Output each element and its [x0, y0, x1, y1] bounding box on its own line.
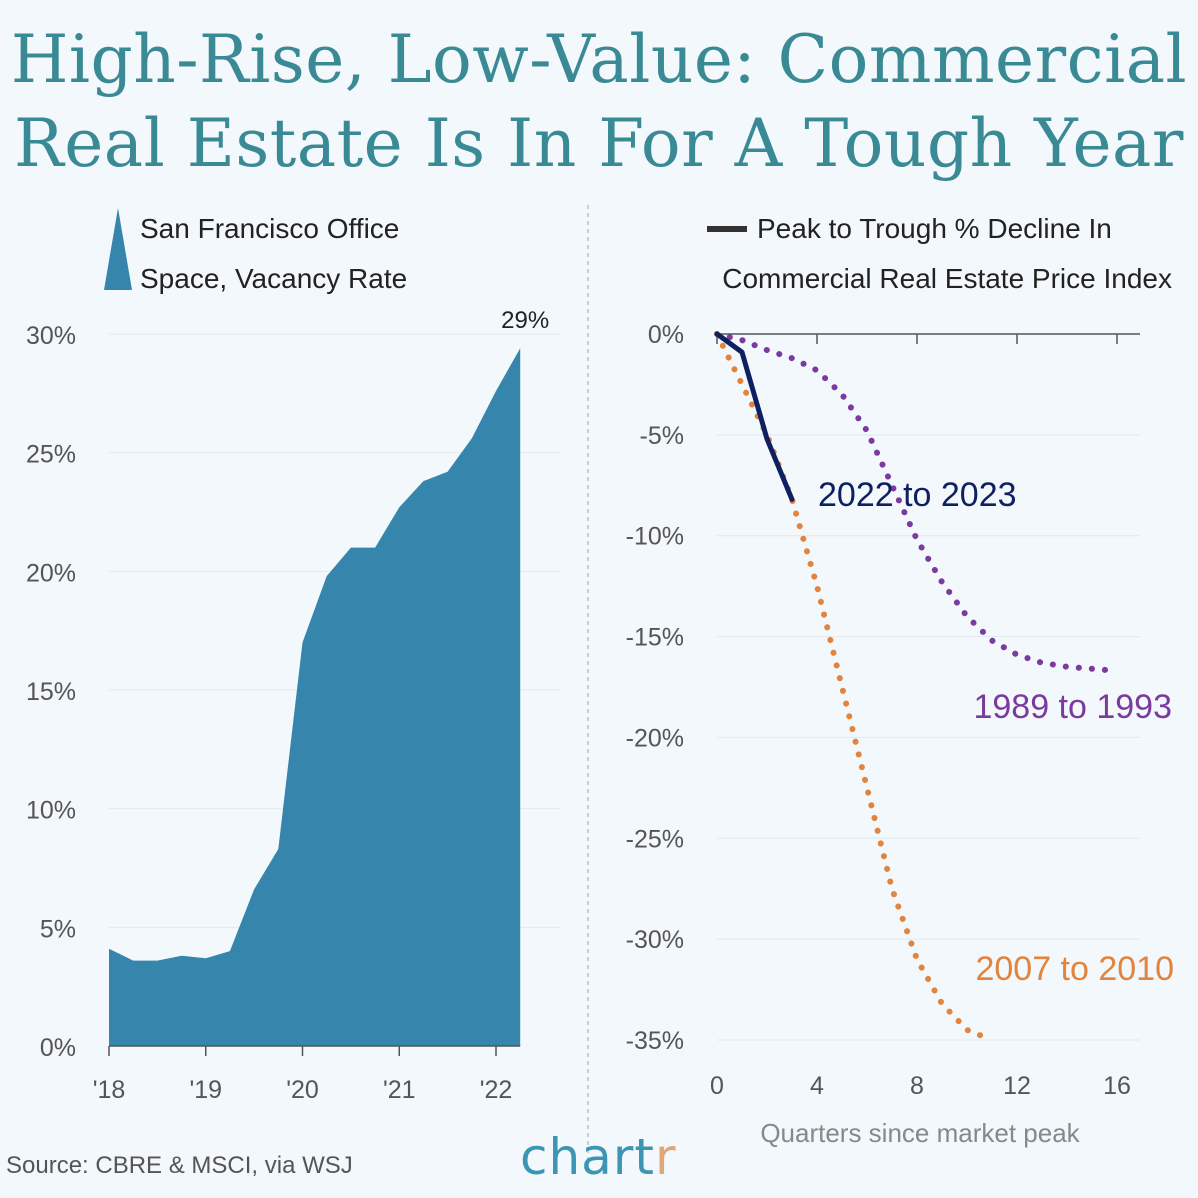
- right-y-tick-label: -30%: [626, 926, 684, 954]
- right-x-tick-label: 4: [810, 1072, 824, 1100]
- right-legend-line-1: Peak to Trough % Decline In: [757, 213, 1112, 244]
- series-line-2007-to-2010: [714, 331, 995, 1043]
- source-note: Source: CBRE & MSCI, via WSJ: [6, 1152, 353, 1179]
- left-legend-line-1: San Francisco Office: [140, 213, 399, 244]
- right-gridlines: [717, 434, 1140, 1041]
- series-label-1989-to-1993: 1989 to 1993: [973, 688, 1172, 726]
- right-y-tick-label: -15%: [626, 624, 684, 652]
- right-x-axis-label: Quarters since market peak: [760, 1118, 1080, 1148]
- right-x-tick-label: 12: [1003, 1072, 1031, 1100]
- series-line-1989-to-1993: [714, 331, 1120, 674]
- left-x-axis: '18 '19 '20 '21 '22: [93, 1045, 521, 1104]
- left-x-tick-label: '21: [383, 1076, 416, 1104]
- chart-title: High-Rise, Low-Value: Commercial Real Es…: [0, 18, 1198, 186]
- right-legend-line-2: Commercial Real Estate Price Index: [722, 263, 1172, 294]
- last-value-label: 29%: [501, 307, 549, 334]
- left-y-tick-label: 15%: [26, 678, 76, 706]
- right-y-axis: 0% -5% -10% -15% -20% -25% -30% -35%: [626, 321, 684, 1055]
- right-series-labels: 1989 to 1993 2007 to 2010 2022 to 2023: [818, 476, 1174, 988]
- left-chart: San Francisco Office Space, Vacancy Rate…: [26, 208, 560, 1104]
- right-y-tick-label: -20%: [626, 724, 684, 752]
- right-x-axis: 0 4 8 12 16: [710, 333, 1140, 1100]
- left-y-tick-label: 10%: [26, 797, 76, 825]
- right-x-tick-label: 8: [910, 1072, 924, 1100]
- vacancy-rate-area: [109, 348, 521, 1046]
- series-label-2022-to-2023: 2022 to 2023: [818, 476, 1017, 514]
- right-x-tick-label: 16: [1103, 1072, 1131, 1100]
- right-y-tick-label: -10%: [626, 523, 684, 551]
- left-y-tick-label: 25%: [26, 441, 76, 469]
- right-chart: Peak to Trough % Decline In Commercial R…: [626, 213, 1174, 1148]
- right-y-tick-label: -5%: [640, 422, 684, 450]
- left-y-tick-label: 30%: [26, 322, 76, 350]
- left-legend-line-2: Space, Vacancy Rate: [140, 263, 407, 294]
- left-x-tick-label: '20: [286, 1076, 319, 1104]
- chart-title-line-1: High-Rise, Low-Value: Commercial: [10, 21, 1188, 98]
- right-series-group: [714, 331, 1120, 1043]
- right-y-tick-label: -35%: [626, 1027, 684, 1055]
- brand-logo-last: r: [654, 1128, 677, 1186]
- series-line-2022-to-2023: [714, 331, 795, 502]
- left-y-tick-label: 5%: [40, 915, 76, 943]
- right-y-tick-label: 0%: [648, 321, 684, 349]
- left-y-axis: 0% 5% 10% 15% 20% 25% 30%: [26, 322, 76, 1062]
- chart-title-line-2: Real Estate Is In For A Tough Year: [14, 105, 1184, 182]
- right-x-tick-label: 0: [710, 1072, 724, 1100]
- left-y-tick-label: 20%: [26, 559, 76, 587]
- brand-logo: chartr: [520, 1128, 677, 1186]
- left-x-tick-label: '19: [189, 1076, 222, 1104]
- legend-line-swatch: [707, 226, 747, 232]
- brand-logo-main: chart: [520, 1128, 655, 1186]
- left-x-tick-label: '22: [480, 1076, 513, 1104]
- left-y-tick-label: 0%: [40, 1034, 76, 1062]
- legend-area-swatch: [104, 208, 132, 290]
- left-x-tick-label: '18: [93, 1076, 126, 1104]
- series-label-2007-to-2010: 2007 to 2010: [975, 950, 1174, 988]
- right-y-tick-label: -25%: [626, 825, 684, 853]
